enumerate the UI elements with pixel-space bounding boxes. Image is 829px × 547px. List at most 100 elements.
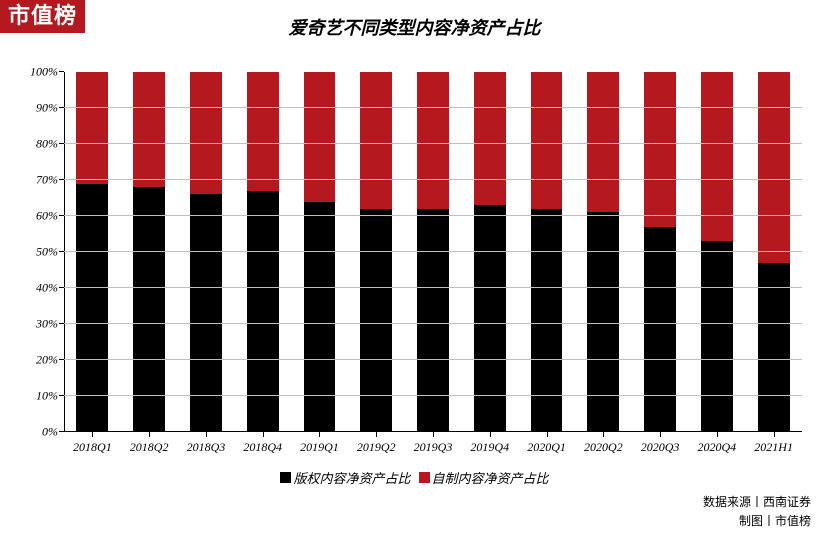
bar	[133, 72, 165, 432]
y-tick-label: 90%	[36, 101, 58, 116]
y-tick-mark	[59, 323, 64, 324]
x-tick-mark	[603, 432, 604, 437]
y-tick-label: 10%	[36, 389, 58, 404]
grid-line	[64, 215, 802, 216]
x-tick-mark	[319, 432, 320, 437]
bar	[644, 72, 676, 432]
bar-segment	[701, 241, 733, 432]
y-tick-mark	[59, 359, 64, 360]
x-tick-mark	[263, 432, 264, 437]
bar-segment	[644, 72, 676, 227]
y-tick-mark	[59, 143, 64, 144]
legend-item: 版权内容净资产占比	[280, 468, 410, 487]
y-tick-mark	[59, 179, 64, 180]
bar-segment	[474, 72, 506, 205]
x-tick-mark	[433, 432, 434, 437]
bar	[758, 72, 790, 432]
bar-segment	[417, 72, 449, 209]
bar-segment	[531, 209, 563, 432]
x-tick-label: 2019Q3	[414, 440, 453, 455]
legend-swatch	[419, 472, 430, 483]
bar-segment	[76, 72, 108, 184]
x-tick-label: 2020Q1	[527, 440, 566, 455]
bar-segment	[758, 72, 790, 263]
y-tick-label: 20%	[36, 353, 58, 368]
y-tick-mark	[59, 251, 64, 252]
x-tick-label: 2020Q3	[641, 440, 680, 455]
y-tick-mark	[59, 215, 64, 216]
credit-author: 制图丨市值榜	[703, 512, 811, 531]
x-tick-mark	[490, 432, 491, 437]
x-tick-label: 2018Q2	[130, 440, 169, 455]
bar-segment	[417, 209, 449, 432]
grid-line	[64, 143, 802, 144]
bar	[190, 72, 222, 432]
bar-segment	[644, 227, 676, 432]
x-tick-label: 2019Q1	[300, 440, 339, 455]
y-tick-label: 50%	[36, 245, 58, 260]
legend: 版权内容净资产占比 自制内容净资产占比	[0, 468, 829, 487]
x-tick-mark	[149, 432, 150, 437]
bar	[304, 72, 336, 432]
grid-line	[64, 359, 802, 360]
bar-segment	[758, 263, 790, 432]
legend-label: 版权内容净资产占比	[293, 471, 410, 486]
x-tick-label: 2018Q4	[243, 440, 282, 455]
x-tick-label: 2020Q4	[698, 440, 737, 455]
grid-line	[64, 287, 802, 288]
chart-plot-area: 0%10%20%30%40%50%60%70%80%90%100%2018Q12…	[64, 72, 802, 432]
grid-line	[64, 107, 802, 108]
x-tick-label: 2018Q1	[73, 440, 112, 455]
bar	[701, 72, 733, 432]
legend-item: 自制内容净资产占比	[419, 468, 549, 487]
x-tick-label: 2019Q2	[357, 440, 396, 455]
bar-segment	[190, 72, 222, 194]
bar	[417, 72, 449, 432]
y-tick-label: 70%	[36, 173, 58, 188]
bar-segment	[304, 72, 336, 202]
bar	[360, 72, 392, 432]
x-tick-label: 2020Q2	[584, 440, 623, 455]
x-tick-mark	[206, 432, 207, 437]
bar-segment	[133, 72, 165, 187]
x-tick-mark	[717, 432, 718, 437]
bar-segment	[474, 205, 506, 432]
x-tick-label: 2021H1	[754, 440, 793, 455]
grid-line	[64, 323, 802, 324]
grid-line	[64, 251, 802, 252]
y-tick-mark	[59, 71, 64, 72]
chart-title: 爱奇艺不同类型内容净资产占比	[0, 14, 829, 40]
bar-segment	[360, 72, 392, 209]
grid-line	[64, 179, 802, 180]
y-tick-mark	[59, 287, 64, 288]
bar-segment	[360, 209, 392, 432]
grid-line	[64, 395, 802, 396]
legend-label: 自制内容净资产占比	[432, 471, 549, 486]
x-tick-mark	[660, 432, 661, 437]
bars-container	[64, 72, 802, 432]
x-tick-mark	[547, 432, 548, 437]
bar-segment	[531, 72, 563, 209]
x-tick-mark	[774, 432, 775, 437]
x-tick-mark	[92, 432, 93, 437]
bar-segment	[247, 72, 279, 191]
x-tick-label: 2019Q4	[470, 440, 509, 455]
bar	[587, 72, 619, 432]
y-tick-label: 60%	[36, 209, 58, 224]
credit-source: 数据来源丨西南证券	[703, 493, 811, 512]
bar	[247, 72, 279, 432]
y-tick-label: 30%	[36, 317, 58, 332]
y-tick-label: 40%	[36, 281, 58, 296]
y-tick-label: 100%	[30, 65, 58, 80]
legend-swatch	[280, 472, 291, 483]
x-tick-label: 2018Q3	[187, 440, 226, 455]
bar	[76, 72, 108, 432]
y-tick-mark	[59, 107, 64, 108]
bar-segment	[304, 202, 336, 432]
y-tick-label: 0%	[42, 425, 58, 440]
y-tick-label: 80%	[36, 137, 58, 152]
x-tick-mark	[376, 432, 377, 437]
bar	[474, 72, 506, 432]
y-tick-mark	[59, 395, 64, 396]
y-tick-mark	[59, 431, 64, 432]
